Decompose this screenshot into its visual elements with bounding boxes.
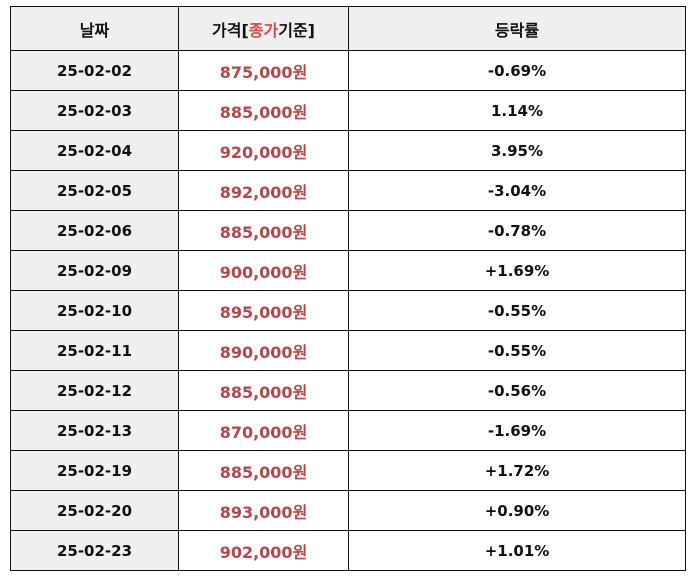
header-price-highlight: 종가 (248, 20, 279, 40)
date-cell: 25-02-11 (10, 330, 179, 371)
change-cell: +0.90% (348, 490, 686, 531)
price-cell: 892,000원 (178, 170, 349, 211)
date-cell: 25-02-05 (10, 170, 179, 211)
header-change: 등락률 (348, 6, 686, 51)
change-cell: -1.69% (348, 410, 686, 451)
price-cell: 895,000원 (178, 290, 349, 331)
table-row: 25-02-03 885,000원 1.14% (10, 90, 686, 131)
table-row: 25-02-19 885,000원 +1.72% (10, 450, 686, 491)
table-row: 25-02-06 885,000원 -0.78% (10, 210, 686, 251)
table-row: 25-02-23 902,000원 +1.01% (10, 530, 686, 571)
date-cell: 25-02-12 (10, 370, 179, 411)
date-cell: 25-02-06 (10, 210, 179, 251)
table-row: 25-02-05 892,000원 -3.04% (10, 170, 686, 211)
date-cell: 25-02-04 (10, 130, 179, 171)
date-cell: 25-02-10 (10, 290, 179, 331)
change-cell: -0.56% (348, 370, 686, 411)
table-row: 25-02-11 890,000원 -0.55% (10, 330, 686, 371)
table-row: 25-02-02 875,000원 -0.69% (10, 50, 686, 91)
table-row: 25-02-10 895,000원 -0.55% (10, 290, 686, 331)
header-date: 날짜 (10, 6, 179, 51)
price-cell: 900,000원 (178, 250, 349, 291)
change-cell: +1.69% (348, 250, 686, 291)
header-row: 날짜 가격[종가기준] 등락률 (10, 6, 686, 51)
change-cell: -0.78% (348, 210, 686, 251)
table-row: 25-02-12 885,000원 -0.56% (10, 370, 686, 411)
date-cell: 25-02-20 (10, 490, 179, 531)
price-cell: 893,000원 (178, 490, 349, 531)
price-cell: 902,000원 (178, 530, 349, 571)
table-row: 25-02-09 900,000원 +1.69% (10, 250, 686, 291)
price-cell: 875,000원 (178, 50, 349, 91)
change-cell: 3.95% (348, 130, 686, 171)
price-cell: 885,000원 (178, 210, 349, 251)
price-cell: 885,000원 (178, 450, 349, 491)
date-cell: 25-02-02 (10, 50, 179, 91)
header-price-suffix: 기준] (278, 20, 315, 40)
price-cell: 890,000원 (178, 330, 349, 371)
table-row: 25-02-20 893,000원 +0.90% (10, 490, 686, 531)
change-cell: +1.72% (348, 450, 686, 491)
date-cell: 25-02-03 (10, 90, 179, 131)
table-row: 25-02-04 920,000원 3.95% (10, 130, 686, 171)
header-price-prefix: 가격[ (212, 20, 249, 40)
price-cell: 885,000원 (178, 90, 349, 131)
change-cell: -0.69% (348, 50, 686, 91)
date-cell: 25-02-19 (10, 450, 179, 491)
header-price: 가격[종가기준] (178, 6, 349, 51)
price-table: 날짜 가격[종가기준] 등락률 25-02-02 875,000원 -0.69% 25… (10, 6, 686, 571)
change-cell: 1.14% (348, 90, 686, 131)
price-cell: 920,000원 (178, 130, 349, 171)
date-cell: 25-02-13 (10, 410, 179, 451)
change-cell: +1.01% (348, 530, 686, 571)
date-cell: 25-02-09 (10, 250, 179, 291)
price-cell: 870,000원 (178, 410, 349, 451)
change-cell: -0.55% (348, 290, 686, 331)
date-cell: 25-02-23 (10, 530, 179, 571)
change-cell: -0.55% (348, 330, 686, 371)
change-cell: -3.04% (348, 170, 686, 211)
table-row: 25-02-13 870,000원 -1.69% (10, 410, 686, 451)
price-cell: 885,000원 (178, 370, 349, 411)
